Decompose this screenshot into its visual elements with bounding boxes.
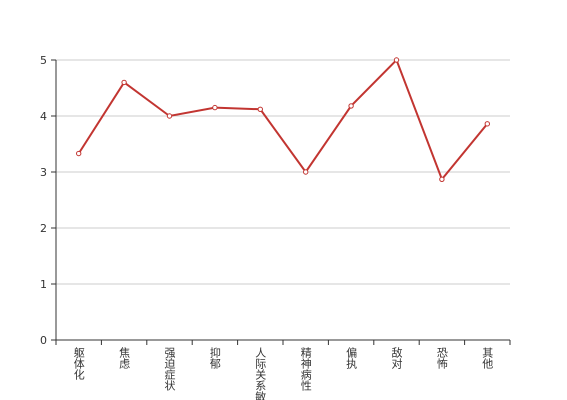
y-tick-label: 5 xyxy=(40,54,47,67)
point xyxy=(257,106,263,112)
x-tick-label: 敌对 xyxy=(390,346,403,369)
x-tick-label: 其他 xyxy=(481,347,494,369)
x-tick-label: 恐怖 xyxy=(435,347,448,369)
point xyxy=(121,79,127,86)
x-tick-label: 人际关系敏感 xyxy=(254,347,267,400)
y-tick-label: 0 xyxy=(40,334,47,347)
point xyxy=(439,176,445,182)
y-tick-label: 1 xyxy=(40,278,47,291)
point xyxy=(393,57,400,63)
x-tick-label: 抑郁 xyxy=(208,346,221,369)
x-tick-label: 焦虑 xyxy=(118,347,131,369)
x-tick-label: 躯体化 xyxy=(72,347,85,381)
y-tick-label: 2 xyxy=(40,222,47,235)
point xyxy=(212,104,218,111)
point xyxy=(484,121,490,127)
point xyxy=(166,113,173,119)
y-tick-label: 3 xyxy=(40,166,47,179)
point xyxy=(76,150,82,157)
series-line xyxy=(77,58,489,182)
x-tick-label: 偏执 xyxy=(345,346,358,370)
y-tick-label: 4 xyxy=(40,110,47,123)
x-tick-label: 强迫症状 xyxy=(163,347,176,391)
x-tick-label: 精神病性 xyxy=(299,347,312,392)
point xyxy=(303,169,309,175)
point xyxy=(348,103,354,109)
